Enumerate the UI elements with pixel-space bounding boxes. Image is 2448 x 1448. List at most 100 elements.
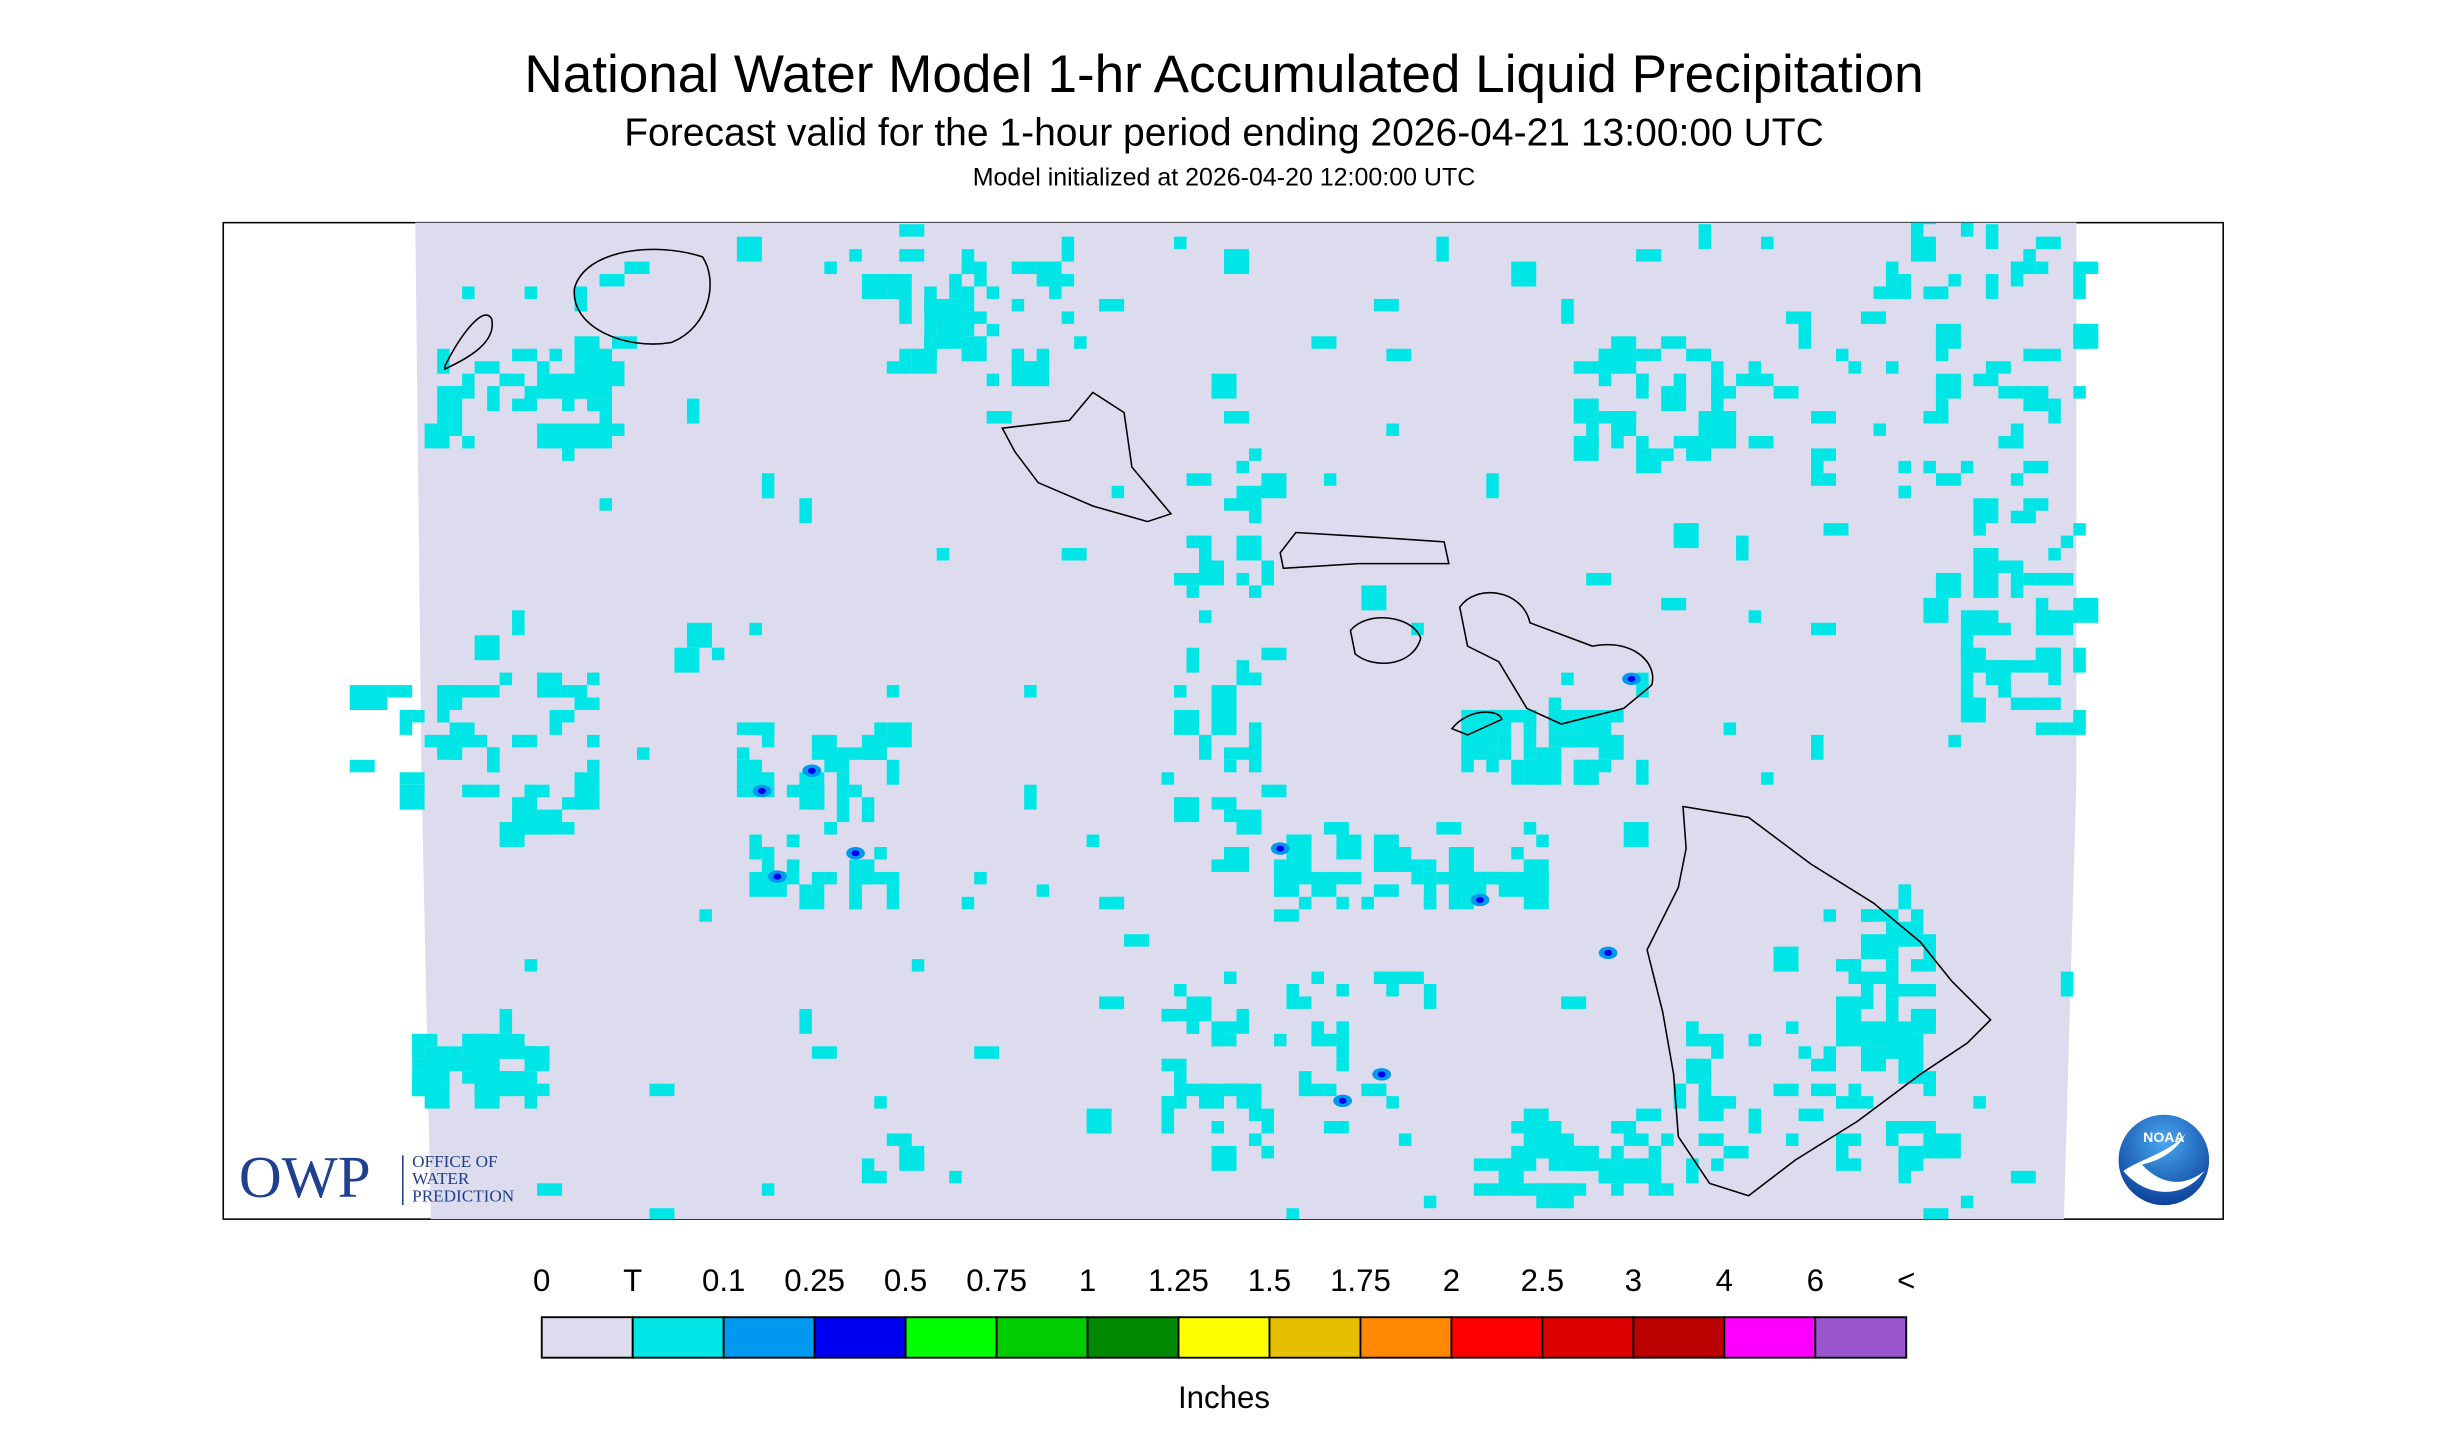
precip-cell — [1910, 1008, 1936, 1034]
precip-cell — [1848, 996, 1874, 1009]
precip-cell — [1811, 460, 1824, 474]
precip-cell — [1273, 859, 1287, 872]
precip-cell — [1798, 323, 1812, 349]
precip-cell — [1910, 1046, 1924, 1059]
precip-cell — [1923, 934, 1936, 960]
precip-cell — [1898, 274, 1911, 299]
precip-cell — [1736, 535, 1749, 561]
precip-cell — [1636, 759, 1649, 785]
legend-label: 0.5 — [884, 1263, 927, 1298]
precip-cell — [1811, 734, 1824, 760]
precip-cell — [1960, 460, 1974, 474]
legend-label: 1.25 — [1148, 1263, 1209, 1298]
precip-cell — [1373, 859, 1387, 872]
precip-cell — [437, 411, 450, 424]
legend-label: 0.25 — [784, 1263, 845, 1298]
precip-cell — [1598, 361, 1612, 374]
precip-cell — [2010, 1170, 2036, 1184]
precip-cell — [1898, 984, 1911, 997]
precip-cell — [761, 473, 775, 499]
precip-cell — [1561, 734, 1574, 748]
precip-cell — [599, 498, 612, 511]
precip-cell — [1748, 1033, 1762, 1047]
precip-cell — [349, 685, 375, 710]
precip-cell — [612, 361, 625, 387]
precip-cell — [2010, 560, 2024, 573]
precip-cell — [1923, 222, 1936, 225]
precip-cell — [1473, 734, 1499, 748]
precip-cell — [899, 348, 912, 374]
precip-cell — [1061, 311, 1075, 324]
precip-cell — [449, 722, 475, 748]
precip-cell — [474, 685, 500, 698]
precip-cell — [1848, 1133, 1861, 1146]
precip-cell — [1024, 685, 1037, 698]
precip-cell — [1711, 1096, 1724, 1109]
precip-cell — [1623, 1170, 1649, 1184]
precip-cell — [1161, 1121, 1175, 1134]
precip-cell — [1885, 274, 1899, 287]
precip-cell — [674, 647, 700, 673]
precip-cell — [1186, 572, 1200, 586]
precip-cell — [1611, 1121, 1637, 1134]
precip-cell — [1985, 224, 1999, 250]
legend-swatch — [1450, 1316, 1544, 1359]
precip-cell — [711, 647, 725, 661]
precip-cell — [1473, 1183, 1499, 1196]
precip-cell — [1236, 460, 1249, 474]
precip-cell — [1935, 373, 1961, 399]
precip-cell — [537, 423, 550, 436]
precip-cell — [1548, 697, 1562, 710]
precip-cell — [462, 435, 475, 449]
precip-cell — [537, 672, 563, 686]
precip-cell — [1948, 274, 1961, 287]
precip-cell — [1199, 548, 1212, 561]
precip-cell — [474, 1046, 488, 1059]
precip-cell — [1336, 1058, 1349, 1072]
precip-cell — [1923, 286, 1949, 299]
precip-cell — [2035, 697, 2061, 710]
precip-cell — [1686, 1158, 1699, 1184]
precip-cell — [1036, 261, 1062, 287]
precip-cell — [1511, 1121, 1524, 1134]
precip-cell — [1523, 747, 1537, 760]
legend-label: 2 — [1443, 1263, 1460, 1298]
precip-cell — [524, 1058, 550, 1072]
precip-cell — [399, 772, 425, 785]
precip-cell — [1011, 298, 1025, 312]
precip-cell — [1723, 722, 1737, 735]
precip-cell — [1411, 871, 1424, 885]
precip-cell — [886, 772, 900, 785]
precip-cell — [1336, 834, 1362, 860]
precip-cell — [1811, 1083, 1836, 1097]
precip-cell — [1885, 1121, 1899, 1146]
precip-cell — [2048, 572, 2074, 586]
precip-cell — [799, 884, 812, 910]
precip-cell — [961, 249, 975, 262]
precip-cell — [749, 847, 762, 860]
precip-cell — [1848, 361, 1861, 374]
precip-cell — [1049, 286, 1062, 299]
precip-cell — [1336, 871, 1362, 885]
precip-cell-core — [1627, 675, 1636, 682]
precip-cell — [1798, 1108, 1824, 1122]
legend-swatch — [904, 1316, 998, 1359]
precip-cell — [2073, 647, 2086, 673]
precip-cell — [2048, 548, 2061, 561]
precip-cell — [1848, 1083, 1861, 1097]
precip-cell — [1848, 959, 1861, 985]
precip-cell — [1273, 909, 1299, 922]
precip-cell — [1848, 1158, 1861, 1171]
precip-cell — [1910, 984, 1936, 997]
precip-cell — [549, 348, 563, 362]
precip-cell — [462, 784, 488, 798]
legend-label: 0 — [533, 1263, 550, 1298]
init-time: Model initialized at 2026-04-20 12:00:00… — [973, 164, 1476, 192]
precip-cell — [1311, 871, 1337, 897]
precip-cell — [1898, 1033, 1924, 1047]
legend-swatch — [1814, 1316, 1908, 1359]
precip-cell — [861, 1170, 887, 1184]
precip-cell — [624, 261, 650, 275]
precip-cell — [1199, 560, 1224, 586]
